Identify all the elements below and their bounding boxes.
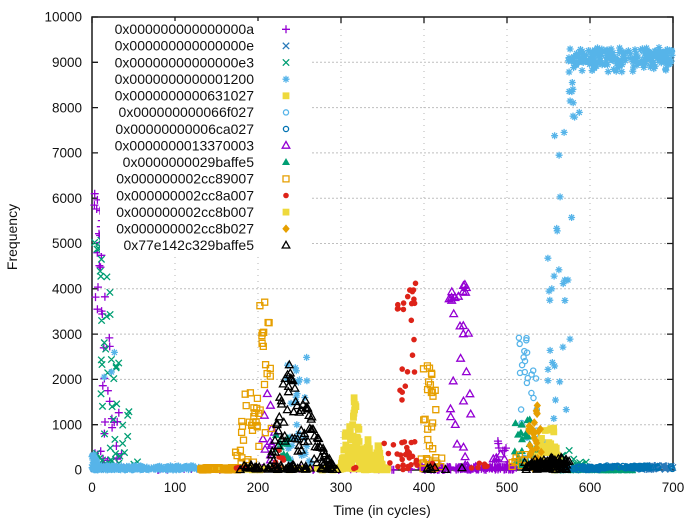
svg-text:0x000000000000000e: 0x000000000000000e	[115, 38, 255, 54]
svg-text:200: 200	[247, 480, 270, 495]
svg-text:Frequency: Frequency	[4, 204, 20, 270]
svg-text:0x0000000013370003: 0x0000000013370003	[115, 137, 255, 153]
svg-text:0: 0	[88, 480, 96, 495]
svg-text:5000: 5000	[52, 236, 82, 251]
svg-text:9000: 9000	[52, 55, 82, 70]
svg-text:600: 600	[579, 480, 602, 495]
svg-text:0x0000000000631027: 0x0000000000631027	[115, 88, 255, 104]
svg-text:6000: 6000	[52, 191, 82, 206]
svg-text:500: 500	[496, 480, 519, 495]
svg-text:8000: 8000	[52, 100, 82, 115]
svg-text:4000: 4000	[52, 282, 82, 297]
svg-text:0x0000000000001200: 0x0000000000001200	[115, 71, 255, 87]
svg-text:0x000000000000000a: 0x000000000000000a	[115, 21, 255, 37]
svg-text:0x000000002cc8b007: 0x000000002cc8b007	[116, 204, 254, 220]
svg-text:0x0000000029baffe5: 0x0000000029baffe5	[123, 154, 255, 170]
svg-text:0x000000000066f027: 0x000000000066f027	[119, 104, 255, 120]
svg-text:3000: 3000	[52, 327, 82, 342]
svg-text:0: 0	[74, 463, 82, 478]
svg-text:0x77e142c329baffe5: 0x77e142c329baffe5	[123, 237, 254, 253]
svg-text:700: 700	[662, 480, 685, 495]
svg-text:0x00000000000000e3: 0x00000000000000e3	[115, 54, 255, 70]
svg-text:10000: 10000	[44, 10, 82, 25]
svg-text:1000: 1000	[52, 417, 82, 432]
svg-text:100: 100	[164, 480, 187, 495]
svg-text:0x000000002cc89007: 0x000000002cc89007	[116, 171, 254, 187]
svg-text:7000: 7000	[52, 146, 82, 161]
svg-text:0x000000002cc8b027: 0x000000002cc8b027	[116, 221, 254, 237]
svg-text:300: 300	[330, 480, 353, 495]
svg-text:Time (in cycles): Time (in cycles)	[333, 502, 431, 518]
svg-text:0x00000000006ca027: 0x00000000006ca027	[115, 121, 254, 137]
svg-text:0x000000002cc8a007: 0x000000002cc8a007	[116, 187, 254, 203]
svg-text:2000: 2000	[52, 372, 82, 387]
svg-text:400: 400	[413, 480, 436, 495]
